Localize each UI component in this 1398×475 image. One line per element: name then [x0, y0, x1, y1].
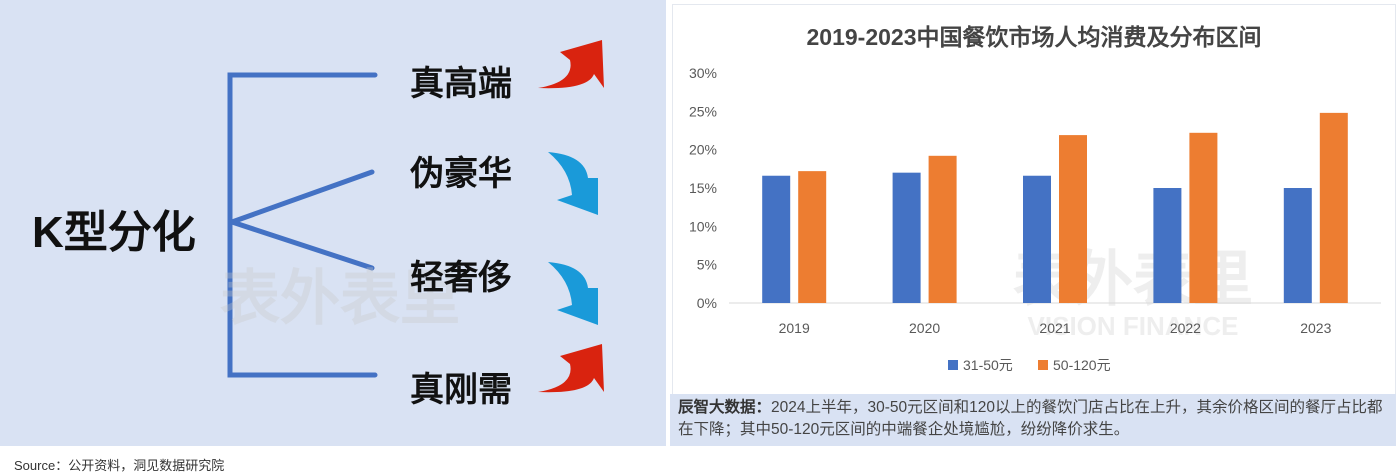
chart-panel: 2019-2023中国餐饮市场人均消费及分布区间 表外表里 VISION FIN… — [672, 4, 1396, 396]
caption-text: 2024上半年，30-50元区间和120以上的餐饮门店占比在上升，其余价格区间的… — [678, 399, 1383, 438]
bar-50-120元 — [1189, 132, 1218, 303]
y-tick-label: 15% — [689, 180, 717, 196]
x-tick-label: 2023 — [1300, 320, 1331, 336]
bar-31-50元 — [1283, 188, 1312, 303]
bar-31-50元 — [892, 172, 921, 303]
y-tick-label: 5% — [697, 257, 717, 273]
chart-caption: 辰智大数据：2024上半年，30-50元区间和120以上的餐饮门店占比在上升，其… — [670, 394, 1396, 446]
branch-label: 真高端 — [410, 65, 512, 103]
bar-chart: 2019-2023中国餐饮市场人均消费及分布区间 表外表里 VISION FIN… — [689, 24, 1381, 373]
y-tick-label: 20% — [689, 142, 717, 158]
bar-50-120元 — [1319, 112, 1348, 303]
bracket-lower-line — [229, 219, 375, 271]
up-arrow-icon — [538, 40, 604, 89]
legend-swatch — [1038, 360, 1048, 370]
watermark-cn: 表外表里 — [220, 265, 460, 332]
k-shape-diagram: 表外表里 K型分化 真高端 伪豪华 轻奢侈 真刚需 — [0, 0, 666, 446]
up-arrow-icon — [538, 344, 604, 393]
branch-label: 真刚需 — [410, 371, 512, 409]
y-tick-label: 10% — [689, 218, 717, 234]
branch-label: 轻奢侈 — [410, 259, 512, 297]
bracket-outer-line — [227, 72, 378, 378]
watermark-en: VISION FINANCE — [1028, 311, 1239, 341]
y-tick-label: 0% — [697, 295, 717, 311]
source-note: Source：公开资料，洞见数据研究院 — [14, 458, 225, 473]
bar-50-120元 — [1059, 135, 1087, 303]
x-tick-label: 2020 — [909, 320, 940, 336]
legend-swatch — [948, 360, 958, 370]
bracket-lines — [227, 40, 604, 393]
chart-title: 2019-2023中国餐饮市场人均消费及分布区间 — [807, 24, 1262, 50]
down-arrow-icon — [548, 152, 598, 215]
bar-31-50元 — [762, 175, 791, 303]
bracket-upper-line — [229, 169, 375, 225]
legend-label: 31-50元 — [963, 357, 1013, 373]
y-tick-label: 30% — [689, 65, 717, 81]
bar-50-120元 — [798, 171, 827, 303]
y-tick-label: 25% — [689, 103, 717, 119]
caption-title: 辰智大数据： — [678, 399, 772, 416]
legend-label: 50-120元 — [1053, 357, 1111, 373]
x-tick-label: 2019 — [779, 320, 810, 336]
x-tick-label: 2022 — [1170, 320, 1201, 336]
branch-label: 伪豪华 — [410, 155, 512, 193]
diagram-root-label: K型分化 — [32, 208, 196, 257]
down-arrow-icon — [548, 262, 598, 325]
bar-31-50元 — [1153, 188, 1182, 303]
bar-31-50元 — [1023, 175, 1051, 303]
x-tick-label: 2021 — [1039, 320, 1070, 336]
bar-50-120元 — [928, 155, 957, 303]
